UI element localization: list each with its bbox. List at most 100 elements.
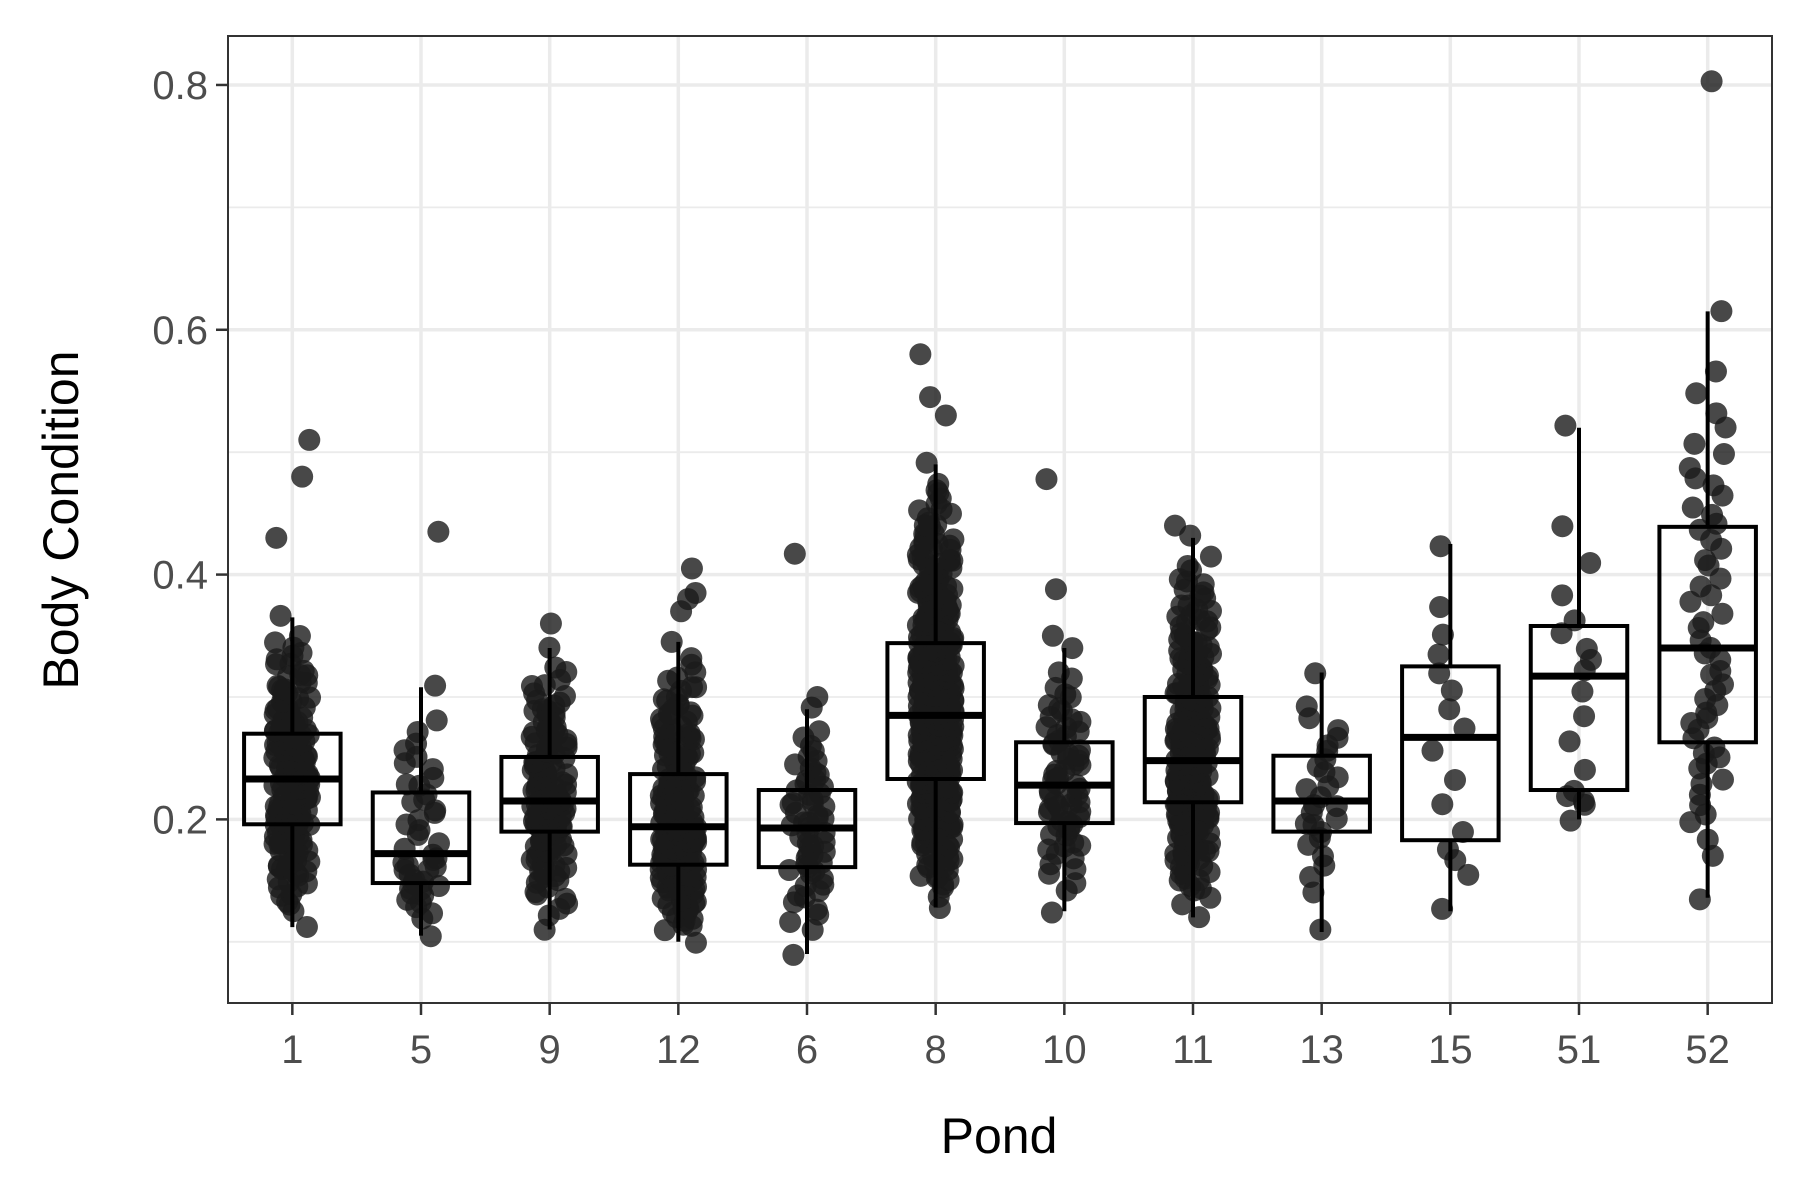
data-point <box>264 631 287 654</box>
box-iqr <box>1657 524 1758 745</box>
data-point <box>419 925 442 948</box>
box-iqr <box>1400 664 1501 843</box>
data-point <box>421 758 444 781</box>
data-point <box>1199 545 1222 568</box>
data-point <box>1685 382 1708 405</box>
outlier-point <box>539 612 562 635</box>
data-point <box>1554 414 1577 437</box>
data-point <box>1694 549 1717 572</box>
data-point <box>1571 680 1594 703</box>
data-point <box>1575 637 1598 660</box>
data-point <box>808 720 831 743</box>
outlier-point <box>934 404 957 427</box>
boxplot-6 <box>756 709 858 955</box>
y-tick-label: 0.6 <box>152 309 208 353</box>
box-iqr <box>370 790 472 886</box>
outlier-point <box>265 526 288 549</box>
outlier-point <box>1044 578 1067 601</box>
data-point <box>295 915 318 938</box>
data-point <box>942 528 965 551</box>
data-point <box>1692 611 1715 634</box>
boxplot-51 <box>1528 427 1630 820</box>
boxplot-1 <box>242 617 343 928</box>
data-point <box>1431 897 1454 920</box>
data-point <box>1451 820 1474 843</box>
boxplot-11 <box>1142 537 1244 918</box>
x-tick-label: 8 <box>925 1028 947 1072</box>
data-point <box>269 604 292 627</box>
data-point <box>1558 730 1581 753</box>
data-point <box>1431 793 1454 816</box>
data-point <box>915 451 938 474</box>
data-point <box>1429 535 1452 558</box>
data-point <box>779 911 802 934</box>
boxplot-15 <box>1400 543 1501 912</box>
data-point <box>1429 596 1452 619</box>
x-tick-label: 13 <box>1299 1028 1344 1072</box>
y-tick-label: 0.2 <box>152 798 208 842</box>
data-point <box>782 943 805 966</box>
boxplot-12 <box>628 641 729 942</box>
data-point <box>425 709 448 732</box>
x-tick-label: 10 <box>1042 1028 1087 1072</box>
outlier-point <box>1041 624 1064 647</box>
x-tick-label: 1 <box>281 1028 303 1072</box>
outlier-point <box>1164 514 1187 537</box>
data-point <box>1040 901 1063 924</box>
data-point <box>1704 360 1727 383</box>
box-iqr <box>1271 753 1372 834</box>
data-point <box>1573 705 1596 728</box>
data-point <box>406 720 429 743</box>
data-point <box>684 931 707 954</box>
data-point <box>1683 432 1706 455</box>
box-iqr <box>628 772 729 867</box>
data-point <box>544 656 567 679</box>
data-point <box>1295 778 1318 801</box>
boxplot-10 <box>1014 648 1115 912</box>
data-point <box>1681 496 1704 519</box>
data-point <box>1440 679 1463 702</box>
data-point <box>538 636 561 659</box>
data-point <box>427 832 450 855</box>
boxes-layer <box>242 311 1758 955</box>
boxplot-9 <box>499 648 600 930</box>
data-point <box>1295 695 1318 718</box>
x-tick-label: 51 <box>1557 1028 1602 1072</box>
box-iqr <box>885 641 986 781</box>
point-group-10 <box>1035 468 1092 924</box>
data-point <box>395 773 418 796</box>
data-point <box>1061 637 1084 660</box>
data-point <box>1421 739 1444 762</box>
axes: 0.20.40.60.81 5 9 12 6 8 10 11 13 15 51 52 <box>152 64 1730 1072</box>
y-tick-label: 0.8 <box>152 64 208 108</box>
outlier-point <box>427 520 450 543</box>
data-point <box>1689 575 1712 598</box>
data-point <box>1712 442 1735 465</box>
outlier-point <box>783 542 806 565</box>
outlier-point <box>1700 70 1723 93</box>
data-point <box>1551 584 1574 607</box>
x-tick-label: 6 <box>796 1028 818 1072</box>
outlier-point <box>1035 468 1058 491</box>
outlier-point <box>806 685 829 708</box>
x-tick-label: 12 <box>656 1028 701 1072</box>
data-point <box>1678 456 1701 479</box>
point-group-11 <box>1164 514 1223 929</box>
box-iqr <box>1142 694 1244 805</box>
data-point <box>908 499 931 522</box>
x-tick-label: 52 <box>1685 1028 1730 1072</box>
outlier-point <box>291 465 314 488</box>
outlier-point <box>298 428 321 451</box>
box-iqr <box>1528 623 1630 793</box>
data-point <box>1711 768 1734 791</box>
data-point <box>1438 698 1461 721</box>
panel-border <box>227 35 1773 1004</box>
data-point <box>1688 888 1711 911</box>
data-point <box>1551 515 1574 538</box>
data-point <box>1068 739 1091 762</box>
box-iqr <box>499 754 600 834</box>
data-point <box>1705 402 1728 425</box>
data-point <box>1559 809 1582 832</box>
